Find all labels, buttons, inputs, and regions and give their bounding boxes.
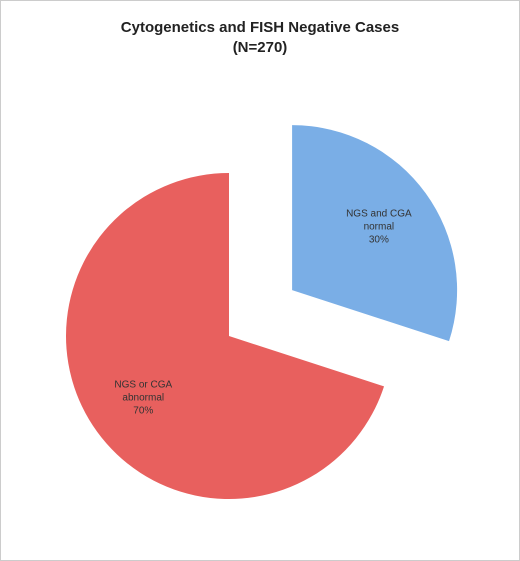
slice-category: NGS or CGA abnormal (114, 379, 173, 404)
pie-slice (66, 173, 385, 499)
pie-slice (292, 125, 458, 342)
slice-label: NGS or CGA abnormal 70% (98, 379, 188, 418)
slice-label: NGS and CGA normal 30% (334, 208, 424, 247)
chart-subtitle: (N=270) (232, 39, 288, 56)
slice-value-label: 70% (133, 405, 154, 417)
slice-value-label: 30% (368, 234, 389, 246)
slice-category: NGS and CGA normal (346, 208, 412, 233)
chart-title: Cytogenetics and FISH Negative Cases (120, 19, 400, 36)
